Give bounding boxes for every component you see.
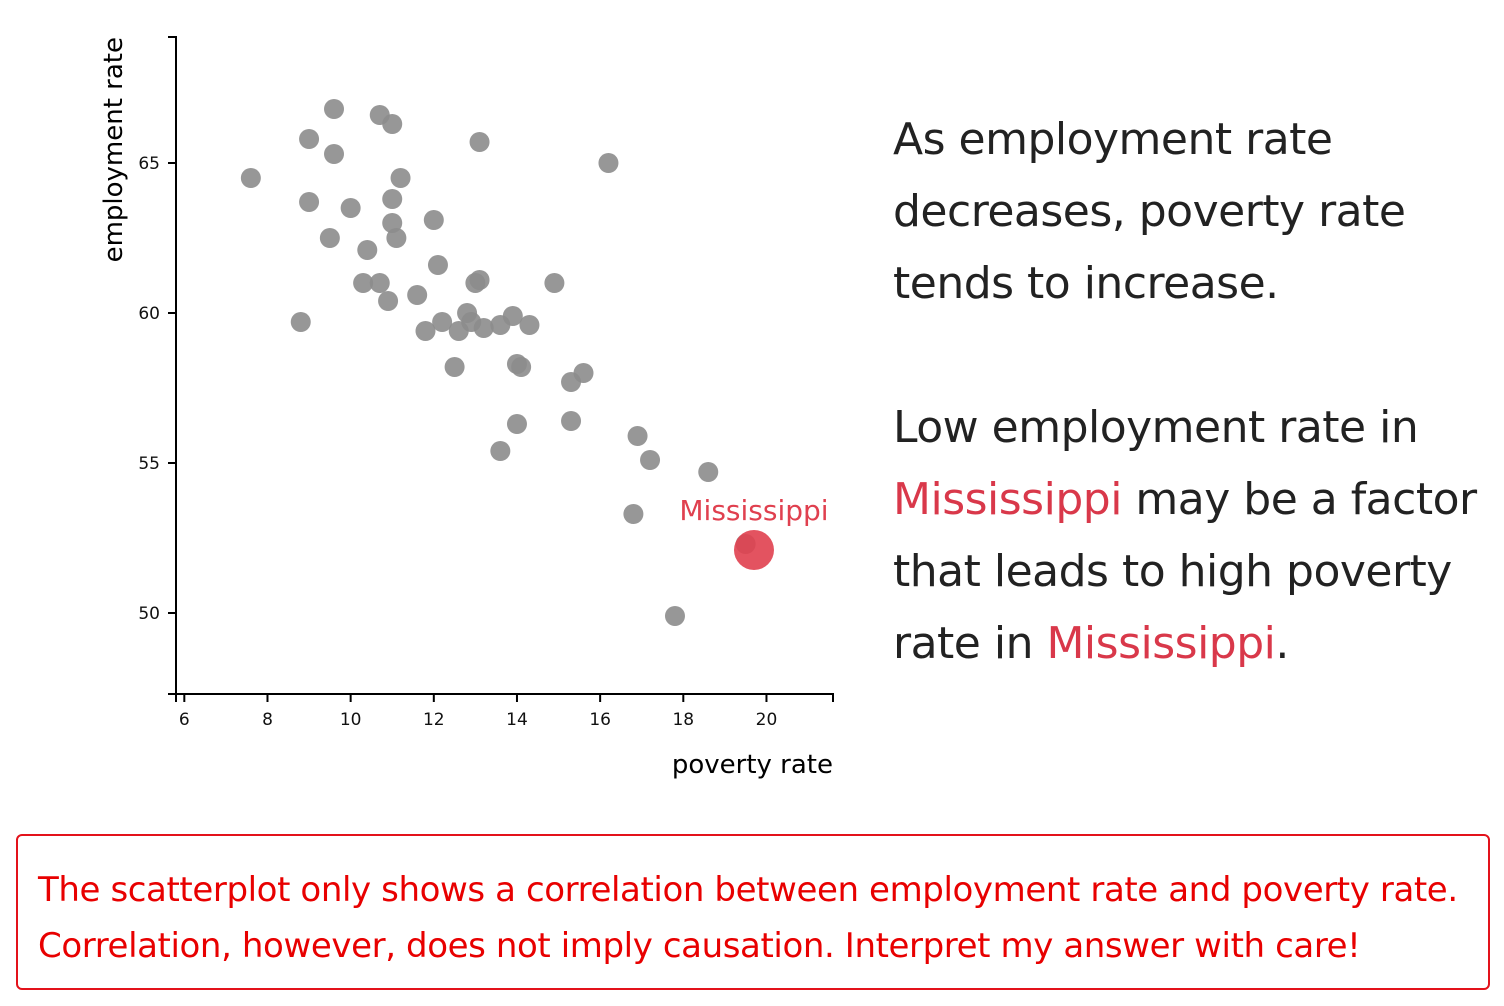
data-point[interactable] [698, 462, 719, 482]
y-axis-title: employment rate [99, 37, 129, 262]
data-point[interactable] [469, 270, 490, 290]
data-point[interactable] [506, 414, 527, 434]
highlight-label: Mississippi [679, 494, 828, 527]
disclaimer-box: The scatterplot only shows a correlation… [16, 834, 1490, 990]
data-point[interactable] [664, 606, 685, 626]
x-axis-title: poverty rate [672, 750, 833, 780]
x-tick-label: 8 [262, 710, 273, 730]
highlight-layer: Mississippi [679, 494, 829, 570]
factor-text-1: Low employment rate in [893, 402, 1419, 453]
trend-statement: As employment rate decreases, poverty ra… [893, 114, 1406, 309]
data-point[interactable] [319, 228, 340, 248]
data-point[interactable] [324, 99, 345, 119]
data-point[interactable] [640, 450, 661, 470]
data-point[interactable] [432, 312, 453, 332]
data-point[interactable] [511, 357, 532, 377]
y-tick-label: 60 [138, 304, 160, 324]
factor-text-2: may be a factor that leads to high pover… [893, 474, 1477, 669]
highlight-point[interactable] [733, 530, 774, 570]
data-point[interactable] [382, 189, 403, 209]
x-tick-label: 6 [179, 710, 190, 730]
state-highlight-2: Mississippi [1046, 618, 1276, 669]
data-point[interactable] [382, 114, 403, 134]
data-point[interactable] [519, 315, 540, 335]
y-axis-line [168, 36, 177, 695]
x-axis-line [175, 693, 834, 702]
y-tick-label: 65 [138, 154, 160, 174]
data-point[interactable] [623, 504, 644, 524]
data-point[interactable] [340, 198, 361, 218]
x-tick-label: 18 [672, 710, 694, 730]
factor-statement: Low employment rate in Mississippi may b… [893, 392, 1493, 680]
state-highlight-1: Mississippi [893, 474, 1122, 525]
data-point[interactable] [423, 210, 444, 230]
data-point[interactable] [357, 240, 378, 260]
x-tick-label: 16 [589, 710, 611, 730]
data-point[interactable] [490, 441, 511, 461]
data-point[interactable] [407, 285, 428, 305]
data-point[interactable] [353, 273, 374, 293]
y-tick-label: 50 [138, 604, 160, 624]
explanation-panel: As employment rate decreases, poverty ra… [893, 104, 1493, 680]
data-point[interactable] [299, 129, 320, 149]
data-point[interactable] [324, 144, 345, 164]
scatterplot-chart: 50 55 60 65 6 8 10 12 14 16 18 20 Mississippi pove… [99, 36, 834, 780]
points-layer [240, 99, 756, 626]
data-point[interactable] [598, 153, 619, 173]
data-point[interactable] [386, 228, 407, 248]
data-point[interactable] [627, 426, 648, 446]
data-point[interactable] [378, 291, 399, 311]
data-point[interactable] [415, 321, 436, 341]
data-point[interactable] [427, 255, 448, 275]
data-point[interactable] [290, 312, 311, 332]
data-point[interactable] [390, 168, 411, 188]
data-point[interactable] [369, 273, 390, 293]
y-tick-label: 55 [138, 454, 160, 474]
data-point[interactable] [544, 273, 565, 293]
y-axis: 50 55 60 65 [138, 36, 177, 695]
data-point[interactable] [299, 192, 320, 212]
data-point[interactable] [473, 318, 494, 338]
data-point[interactable] [382, 213, 403, 233]
disclaimer-line-1: The scatterplot only shows a correlation… [38, 870, 1458, 910]
data-point[interactable] [469, 132, 490, 152]
data-point[interactable] [561, 411, 582, 431]
data-point[interactable] [573, 363, 594, 383]
x-tick-label: 20 [756, 710, 778, 730]
x-tick-label: 10 [340, 710, 362, 730]
factor-text-3: . [1275, 618, 1289, 669]
data-point[interactable] [240, 168, 261, 188]
x-tick-label: 14 [506, 710, 528, 730]
data-point[interactable] [502, 306, 523, 326]
x-axis: 6 8 10 12 14 16 18 20 [175, 693, 834, 730]
disclaimer-line-2: Correlation, however, does not imply cau… [38, 926, 1361, 966]
x-tick-label: 12 [423, 710, 445, 730]
data-point[interactable] [444, 357, 465, 377]
